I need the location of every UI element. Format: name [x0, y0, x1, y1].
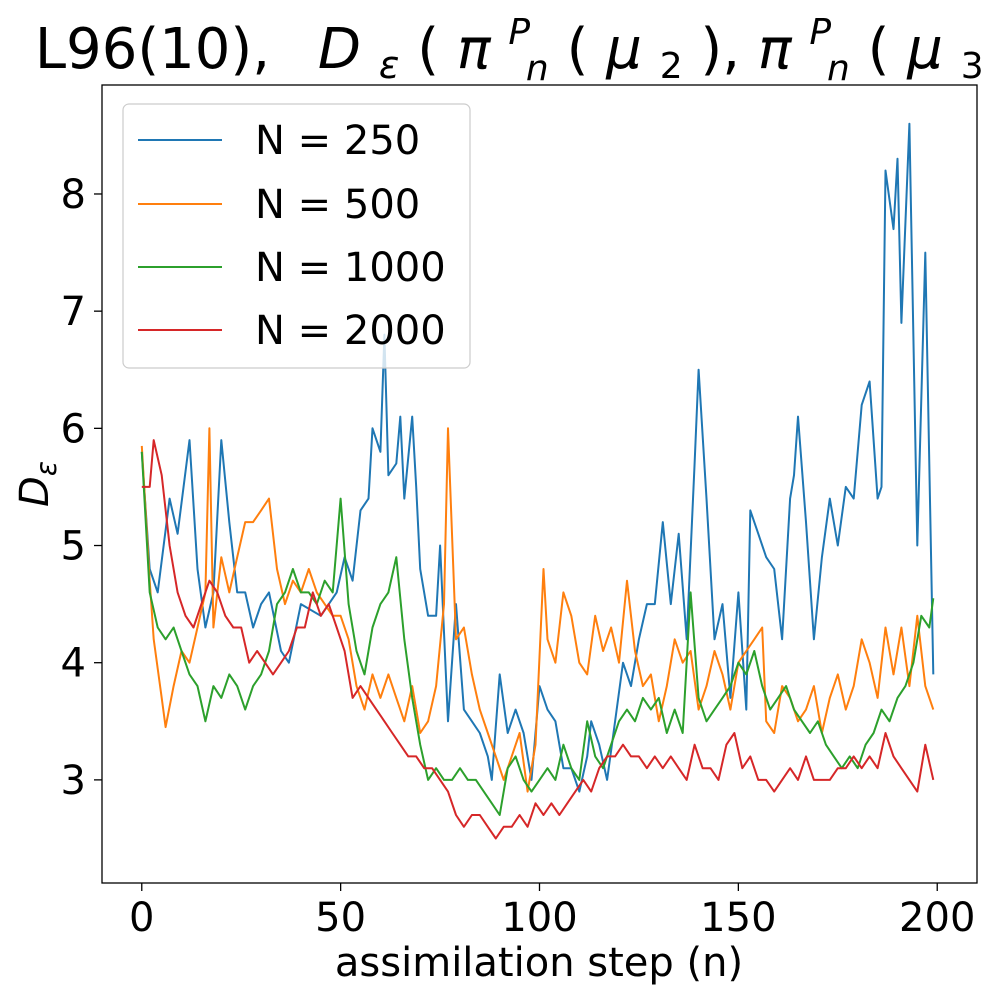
x-tick-label: 200 — [899, 895, 975, 941]
x-axis-label: assimilation step (n) — [335, 940, 743, 986]
title-arg1-close: ), — [700, 17, 740, 82]
title-sub-2: n — [827, 48, 850, 89]
y-tick-label: 7 — [61, 289, 86, 335]
title-mu-1: μ — [605, 17, 642, 82]
y-tick-label: 8 — [61, 172, 86, 218]
title-mu-2: μ — [906, 17, 943, 82]
title-mu2-sub: 3 — [961, 46, 984, 87]
x-axis-ticks: 0 50 100 150 200 — [129, 883, 975, 941]
title-pi-2: π — [758, 17, 793, 82]
series-line-1000 — [140, 451, 935, 816]
title-arg2-open: ( — [868, 17, 890, 82]
x-tick-label: 150 — [700, 895, 776, 941]
legend-label-n2000: N = 2000 — [255, 308, 446, 354]
x-tick-label: 100 — [501, 895, 577, 941]
x-tick-label: 50 — [315, 895, 366, 941]
title-sub-1: n — [526, 48, 549, 89]
legend-label-n500: N = 500 — [255, 182, 420, 228]
title-open-paren: ( — [417, 17, 439, 82]
title-sup-2: P — [809, 12, 831, 53]
y-tick-label: 6 — [61, 406, 86, 452]
y-axis-ticks: 3 4 5 6 7 8 — [61, 172, 102, 804]
legend-box — [122, 103, 471, 369]
legend-label-n1000: N = 1000 — [255, 245, 446, 291]
legend-label-n250: N = 250 — [255, 118, 420, 164]
y-axis-label: Dε — [12, 461, 63, 507]
y-tick-label: 3 — [61, 758, 86, 804]
title-pi-1: π — [457, 17, 492, 82]
title-eps: ε — [379, 43, 400, 87]
series-line-500 — [140, 427, 935, 793]
series-line-2000 — [141, 439, 935, 840]
y-tick-label: 5 — [61, 524, 86, 570]
plot-frame — [101, 84, 978, 884]
title-prefix: L96(10), — [35, 17, 270, 82]
y-axis-label-d: D — [12, 476, 58, 507]
series-layer — [140, 122, 935, 840]
title-sup-1: P — [508, 12, 530, 53]
title-d: D — [318, 17, 361, 82]
title-mu1-sub: 2 — [660, 46, 683, 87]
y-tick-label: 4 — [61, 641, 86, 687]
series-line-250 — [140, 122, 935, 793]
title-arg1-open: ( — [567, 17, 589, 82]
x-tick-label: 0 — [129, 895, 154, 941]
chart-title: L96(10), D ε ( π P n ( μ 2 ), π P n ( μ … — [35, 0, 1000, 94]
y-axis-label-eps: ε — [30, 461, 63, 476]
legend: N = 250 N = 500 N = 1000 N = 2000 — [122, 103, 471, 369]
